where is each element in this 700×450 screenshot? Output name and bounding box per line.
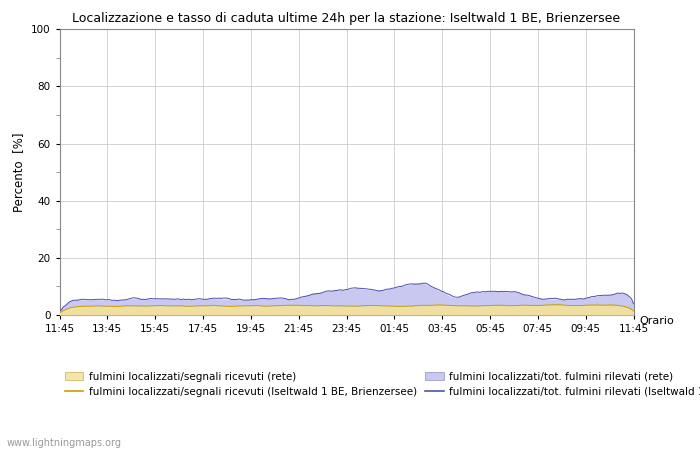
Text: www.lightningmaps.org: www.lightningmaps.org xyxy=(7,438,122,448)
Title: Localizzazione e tasso di caduta ultime 24h per la stazione: Iseltwald 1 BE, Bri: Localizzazione e tasso di caduta ultime … xyxy=(72,12,621,25)
Legend: fulmini localizzati/segnali ricevuti (rete), fulmini localizzati/segnali ricevut: fulmini localizzati/segnali ricevuti (re… xyxy=(64,372,700,397)
Y-axis label: Percento  [%]: Percento [%] xyxy=(13,132,25,212)
Text: Orario: Orario xyxy=(639,316,674,326)
